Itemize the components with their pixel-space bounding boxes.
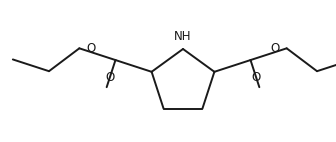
Text: O: O — [106, 71, 115, 84]
Text: O: O — [86, 42, 95, 55]
Text: O: O — [251, 71, 261, 84]
Text: NH: NH — [174, 30, 192, 43]
Text: O: O — [271, 42, 280, 55]
